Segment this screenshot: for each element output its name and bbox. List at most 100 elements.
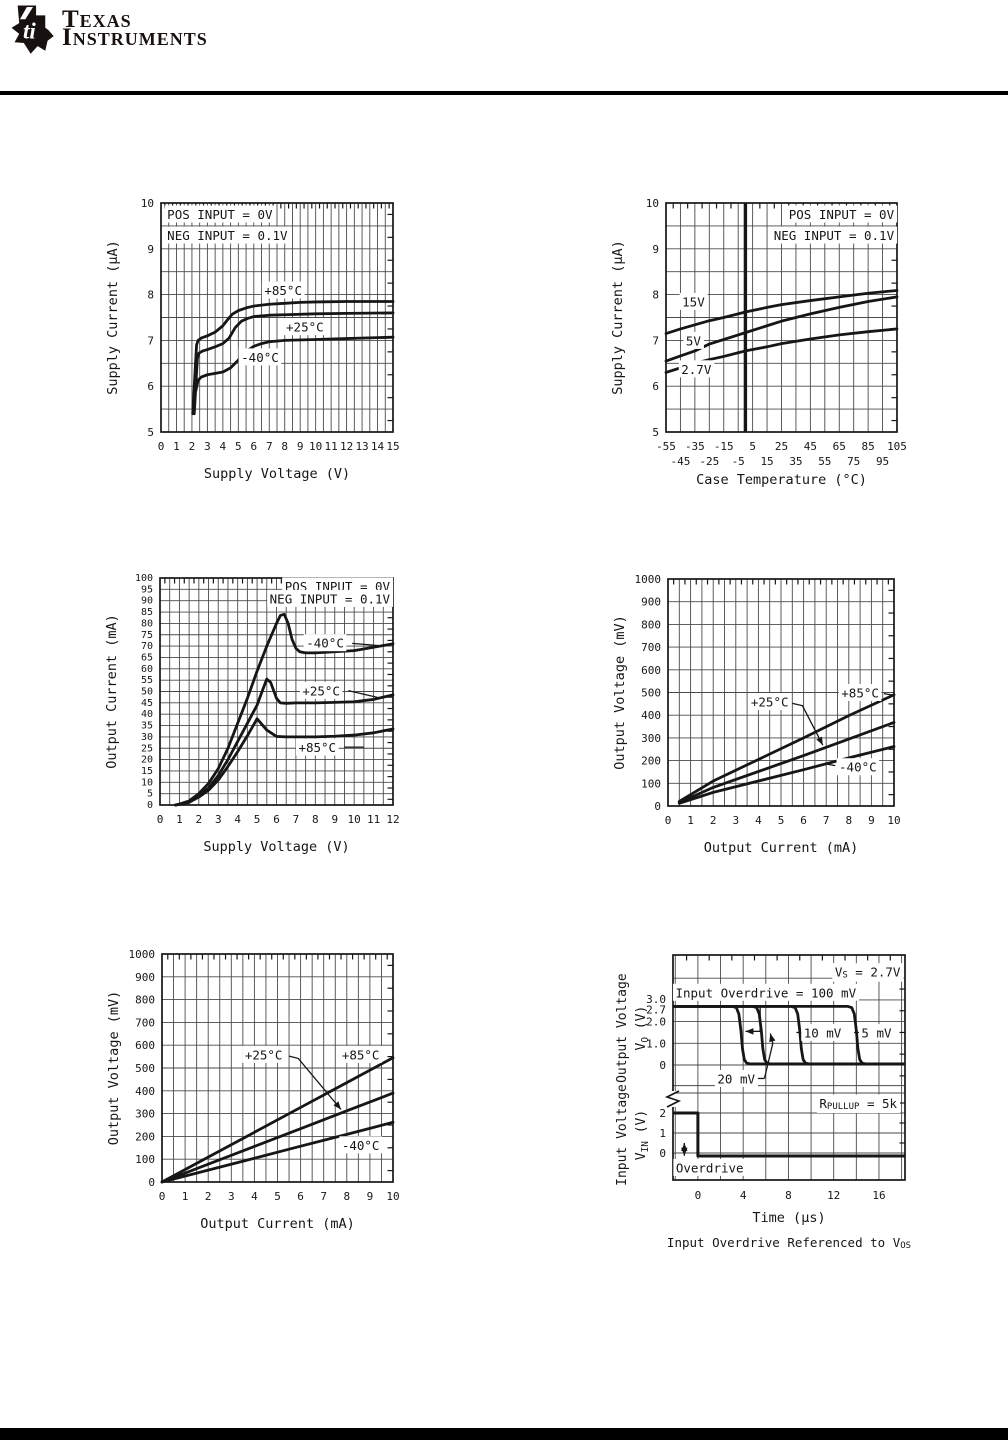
chart-output-voltage-vs-output-current-1-svg: 0 1 2 3 4 5 6 7 8 9 100100200300400500600700800900…: [612, 573, 901, 857]
chart-output-current-vs-supply-voltage-svg: 0 1 2 3 4 5 6 7 8 9 10 11 12051015202530354045505560…: [104, 573, 400, 856]
x-tick-label: 2: [189, 440, 196, 453]
x-tick-label: 15: [760, 455, 773, 468]
x-tick-label: 0: [157, 813, 164, 826]
x-tick-label: 5: [778, 814, 785, 827]
condition-note: POS INPUT = 0V: [167, 206, 273, 221]
x-tick-label: 15: [386, 440, 399, 453]
chart-response-time-svg: VS = 2.7V Input Overdrive = 100 mV 10 mV 5 …: [615, 954, 911, 1252]
x-tick-label: 5: [235, 440, 242, 453]
footer-bar: [0, 1428, 1008, 1440]
y-tick-label: 600: [135, 1039, 155, 1052]
x-tick-label: 10: [309, 440, 322, 453]
y-tick-label: 700: [641, 641, 661, 654]
arrowhead: [769, 1033, 776, 1043]
x-tick-label: -25: [699, 455, 719, 468]
y-tick-label: 80: [141, 618, 153, 629]
label-mask: [164, 226, 291, 244]
curve-label: 15V: [682, 294, 705, 309]
annotation: 20 mV: [717, 1071, 755, 1086]
y-tick-label: 40: [141, 709, 153, 720]
x-tick-label: 9: [331, 813, 338, 826]
label-mask: [164, 205, 276, 223]
x-tick-label: 12: [340, 440, 353, 453]
x-tick-label: 105: [887, 440, 907, 453]
annotation: RPULLUP = 5k: [819, 1096, 897, 1113]
y-tick-label: 1000: [129, 948, 156, 961]
curve-+85°C: [160, 1056, 395, 1184]
label-mask: [836, 758, 880, 776]
vo-tick-label: 3.0: [646, 992, 666, 1005]
x-tick-label: 13: [355, 440, 368, 453]
annotation: 10 mV: [804, 1025, 842, 1040]
label-mask: [816, 1094, 901, 1113]
chart-supply-current-vs-case-temperature: -55 -45 -35 -25 -15 -5 5 15 25 35 45 55 65 75 85 95 105 5…: [560, 195, 960, 500]
arrowhead: [333, 1101, 342, 1110]
annotation: VS = 2.7V: [835, 964, 901, 981]
y-axis-title: Output Voltage (mV): [612, 615, 628, 769]
y-tick-label: 55: [141, 675, 153, 686]
x-tick-label: 4: [755, 814, 762, 827]
chart-output-voltage-vs-output-current-2-svg: 0 1 2 3 4 5 6 7 8 9 100100200300400500600700800900…: [106, 948, 400, 1233]
y-tick-label: 50: [141, 686, 153, 697]
ti-logo-icon: ti: [11, 5, 54, 54]
y-tick-label: 75: [141, 629, 153, 640]
x-tick-label: 16: [872, 1189, 885, 1202]
x-tick-label: 8: [312, 813, 319, 826]
y-tick-label: 20: [141, 754, 153, 765]
label-mask: [672, 983, 860, 1001]
brand-wordmark: Texas Instruments: [62, 7, 208, 50]
curve-5V: [664, 295, 899, 363]
y-tick-label: 5: [147, 788, 153, 799]
x-tick-label: 8: [845, 814, 852, 827]
y-axis-title: Output Current (mA): [104, 614, 120, 768]
curve--40°C: [677, 745, 896, 805]
vin-tick-label: 1: [659, 1127, 666, 1140]
curve-label: +25°C: [286, 319, 324, 334]
x-tick-label: 10: [348, 813, 361, 826]
y-tick-label: 9: [147, 242, 154, 255]
x-tick-label: -15: [714, 440, 734, 453]
x-tick-label: -5: [732, 455, 745, 468]
label-mask: [339, 1045, 382, 1063]
y-tick-label: 200: [135, 1130, 155, 1143]
y-tick-label: 10: [646, 197, 659, 210]
y-axis-title: Supply Current (μA): [610, 240, 626, 394]
y-tick-label: 500: [641, 686, 661, 699]
x-axis-title: Time (μs): [752, 1210, 825, 1226]
x-tick-label: 6: [250, 440, 257, 453]
chart-supply-current-vs-supply-voltage: 0 1 2 3 4 5 6 7 8 9 10 11 12 13 14 15 5 6 7 8 9 10 Supply Volt…: [60, 195, 410, 495]
chart-caption: Input Overdrive Referenced to VOS: [667, 1235, 911, 1252]
x-tick-label: 85: [862, 440, 875, 453]
x-tick-label: 7: [823, 814, 830, 827]
x-tick-label: 7: [293, 813, 300, 826]
x-tick-label: 6: [273, 813, 280, 826]
y-tick-label: 65: [141, 652, 153, 663]
curve-+25°C: [160, 1091, 395, 1184]
y-tick-label: 60: [141, 663, 153, 674]
chart-output-voltage-vs-output-current-2: 0 1 2 3 4 5 6 7 8 9 10 0 100 200 300 400 500 600 700 800 900…: [60, 945, 410, 1245]
x-tick-label: 10: [887, 814, 900, 827]
curve-label: -40°C: [306, 635, 344, 650]
y-tick-label: 35: [141, 720, 153, 731]
label-mask: [801, 1023, 845, 1041]
condition-note: POS INPUT = 0V: [285, 578, 391, 593]
x-tick-label: 0: [695, 1189, 702, 1202]
vin-axis-units: VIN (V): [634, 1110, 651, 1160]
x-tick-label: 4: [234, 813, 241, 826]
curve-label: 5V: [686, 333, 702, 348]
x-tick-label: 9: [868, 814, 875, 827]
x-tick-label: 4: [740, 1189, 747, 1202]
x-axis-title: Supply Voltage (V): [204, 466, 350, 482]
label-mask: [242, 1045, 285, 1063]
y-tick-label: 7: [147, 334, 154, 347]
y-tick-label: 85: [141, 607, 153, 618]
label-mask: [678, 360, 715, 378]
label-mask: [748, 693, 792, 711]
condition-note: NEG INPUT = 0.1V: [270, 591, 391, 606]
y-tick-label: 15: [141, 765, 153, 776]
x-tick-label: 1: [173, 440, 180, 453]
y-tick-label: 300: [135, 1107, 155, 1120]
label-mask: [771, 226, 898, 244]
vo-tick-label: 1.0: [646, 1037, 666, 1050]
y-tick-label: 9: [652, 242, 659, 255]
